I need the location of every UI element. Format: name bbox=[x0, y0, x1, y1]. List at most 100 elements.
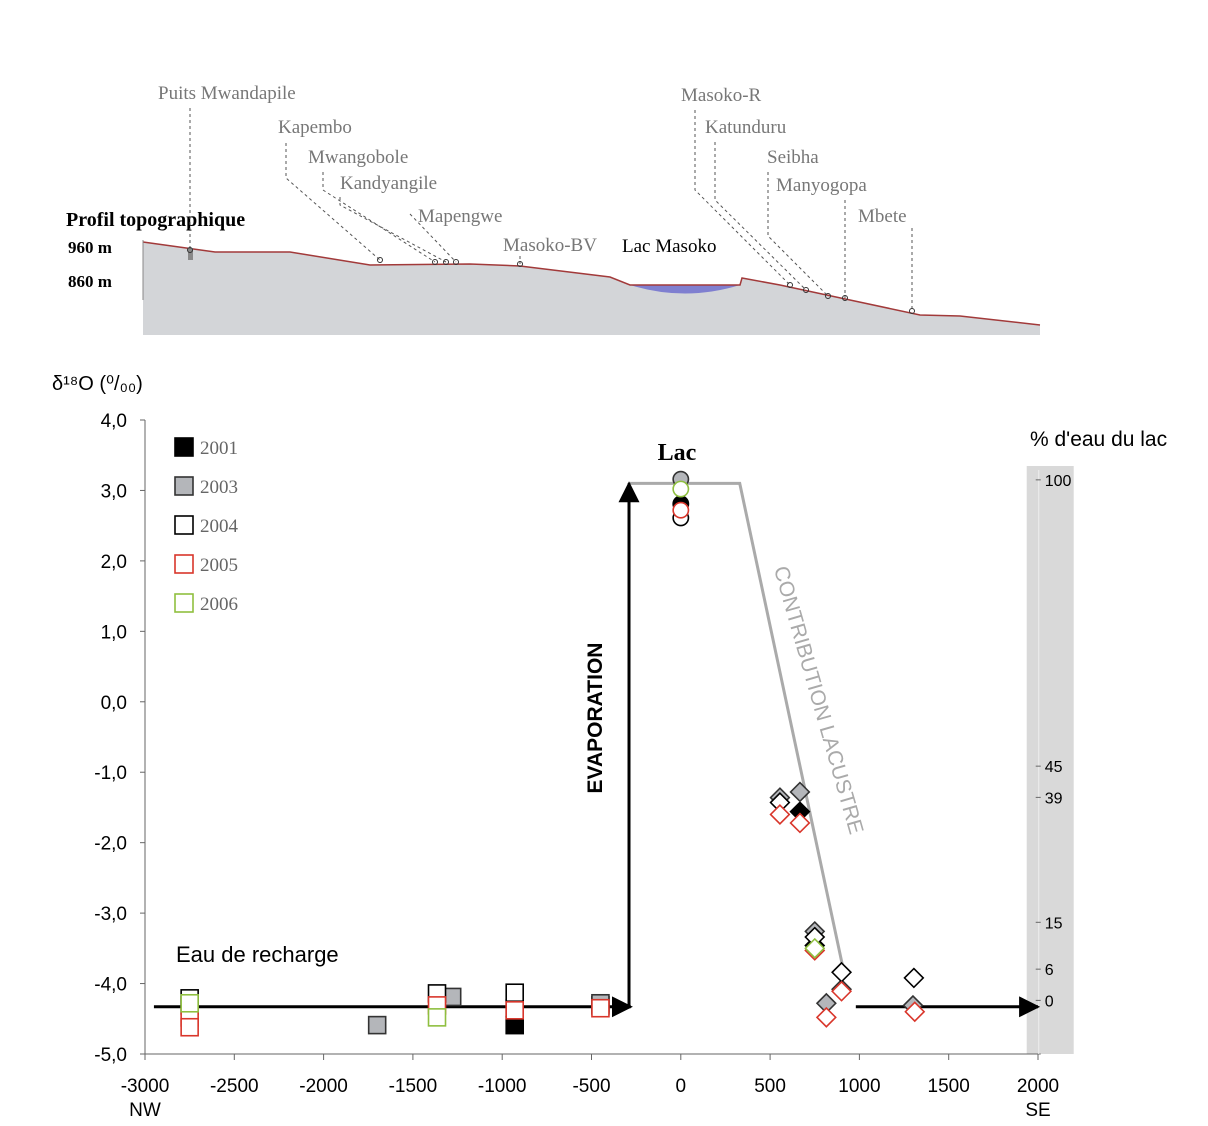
y-tick-label: -1,0 bbox=[94, 763, 127, 784]
leader-line bbox=[339, 197, 447, 263]
data-point bbox=[904, 1001, 926, 1023]
legend-swatch bbox=[174, 554, 194, 574]
leader-line bbox=[409, 213, 457, 263]
x-tick-label: 1000 bbox=[838, 1076, 880, 1097]
data-point bbox=[427, 1008, 447, 1027]
site-label: Masoko-BV bbox=[503, 235, 597, 256]
legend-label: 2006 bbox=[200, 594, 238, 615]
data-point bbox=[591, 998, 610, 1018]
site-marker bbox=[825, 293, 831, 299]
site-label: Kapembo bbox=[278, 117, 352, 138]
site-marker bbox=[842, 295, 848, 301]
site-label: Katunduru bbox=[705, 117, 787, 138]
site-label: Manyogopa bbox=[776, 175, 867, 196]
y-tick-label: 3,0 bbox=[101, 481, 127, 502]
site-marker bbox=[517, 261, 523, 267]
legend-swatch bbox=[174, 515, 194, 535]
x-tick-label: -3000 bbox=[121, 1076, 170, 1097]
leader-line bbox=[714, 142, 807, 291]
site-marker bbox=[377, 257, 383, 263]
data-point bbox=[831, 961, 853, 983]
profile-title: Profil topographique bbox=[66, 209, 245, 231]
y-tick-label: -2,0 bbox=[94, 834, 127, 855]
legend-label: 2004 bbox=[200, 516, 239, 537]
well bbox=[188, 248, 193, 260]
legend-swatch bbox=[174, 437, 194, 457]
data-point bbox=[367, 1015, 387, 1035]
leader-line bbox=[694, 110, 791, 286]
data-point bbox=[804, 937, 826, 959]
data-point bbox=[769, 804, 791, 825]
legend-swatch bbox=[174, 476, 194, 496]
x-tick-label: -500 bbox=[572, 1076, 610, 1097]
site-marker bbox=[787, 282, 793, 288]
annotation: EVAPORATION bbox=[584, 643, 607, 794]
x-tick-label: 0 bbox=[676, 1076, 687, 1097]
data-point bbox=[789, 812, 811, 834]
legend-label: 2005 bbox=[200, 555, 238, 576]
x-tick-label: 1500 bbox=[928, 1076, 970, 1097]
y2-tick-label: 100 bbox=[1045, 473, 1072, 490]
x-end-label: SE bbox=[1025, 1100, 1050, 1121]
y-tick-label: 4,0 bbox=[101, 411, 127, 432]
legend-swatch bbox=[174, 593, 194, 613]
y-tick-label: 0,0 bbox=[101, 693, 127, 714]
y2-tick-label: 45 bbox=[1045, 759, 1063, 776]
site-label: Mapengwe bbox=[418, 206, 502, 227]
data-point bbox=[831, 980, 853, 1002]
y-tick-label: -5,0 bbox=[94, 1045, 127, 1066]
x-tick-label: -2500 bbox=[210, 1076, 259, 1097]
lake bbox=[630, 285, 740, 294]
site-marker bbox=[443, 259, 449, 265]
y-tick-label: -4,0 bbox=[94, 975, 127, 996]
y2-axis-title: % d'eau du lac bbox=[1030, 428, 1167, 451]
data-point bbox=[180, 993, 199, 1013]
site-marker bbox=[453, 259, 459, 265]
percent-band bbox=[1026, 466, 1074, 1054]
y2-tick-label: 6 bbox=[1045, 962, 1054, 979]
site-label: Mwangobole bbox=[308, 147, 408, 168]
x-tick-label: -2000 bbox=[299, 1076, 348, 1097]
elevation-label: 860 m bbox=[68, 272, 112, 291]
data-point bbox=[672, 480, 690, 498]
y-tick-label: 2,0 bbox=[101, 552, 127, 573]
y2-tick-label: 39 bbox=[1045, 790, 1063, 807]
x-end-label: NW bbox=[129, 1100, 161, 1121]
chart: 4,0 3,0 2,0 1,0 0,0 -1,0 -2,0 -3,0 -4,0 -5,0 -3000… bbox=[94, 411, 1074, 1121]
data-point bbox=[672, 501, 690, 519]
terrain-line bbox=[142, 241, 1041, 326]
data-point bbox=[815, 1006, 837, 1028]
y-axis-title: δ¹⁸O (⁰/₀₀) bbox=[52, 373, 143, 395]
lake-label: Lac Masoko bbox=[622, 236, 716, 257]
contribution-line bbox=[629, 481, 845, 970]
data-point bbox=[903, 967, 925, 989]
data-point bbox=[789, 781, 811, 803]
data-point bbox=[180, 1017, 199, 1037]
y2-tick-label: 0 bbox=[1045, 993, 1054, 1010]
site-label: Kandyangile bbox=[340, 173, 437, 194]
data-point bbox=[505, 983, 525, 1003]
data-point bbox=[505, 1001, 525, 1020]
x-tick-label: 2000 bbox=[1017, 1076, 1059, 1097]
annotation: Lac bbox=[658, 440, 697, 466]
leader-line bbox=[767, 172, 829, 297]
sites: Puits Mwandapile Kapembo Mwangobole Kandyan… bbox=[158, 83, 915, 314]
y2-tick-label: 15 bbox=[1045, 915, 1063, 932]
y-tick-label: -3,0 bbox=[94, 904, 127, 925]
site-label: Mbete bbox=[858, 206, 907, 227]
x-tick-label: 500 bbox=[754, 1076, 786, 1097]
site-marker bbox=[432, 259, 438, 265]
site-label: Masoko-R bbox=[681, 85, 762, 106]
site-label: Seibha bbox=[767, 147, 819, 168]
leader-line bbox=[322, 172, 436, 263]
elevation-label: 960 m bbox=[68, 238, 112, 257]
legend-label: 2001 bbox=[200, 438, 238, 459]
site-marker bbox=[803, 287, 809, 293]
y-tick-label: 1,0 bbox=[101, 622, 127, 643]
legend-label: 2003 bbox=[200, 477, 238, 498]
x-tick-label: -1500 bbox=[389, 1076, 438, 1097]
annotation: Eau de recharge bbox=[176, 942, 339, 967]
site-marker bbox=[187, 247, 193, 253]
site-label: Puits Mwandapile bbox=[158, 83, 296, 104]
